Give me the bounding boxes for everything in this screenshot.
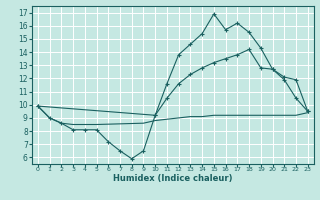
- X-axis label: Humidex (Indice chaleur): Humidex (Indice chaleur): [113, 174, 233, 183]
